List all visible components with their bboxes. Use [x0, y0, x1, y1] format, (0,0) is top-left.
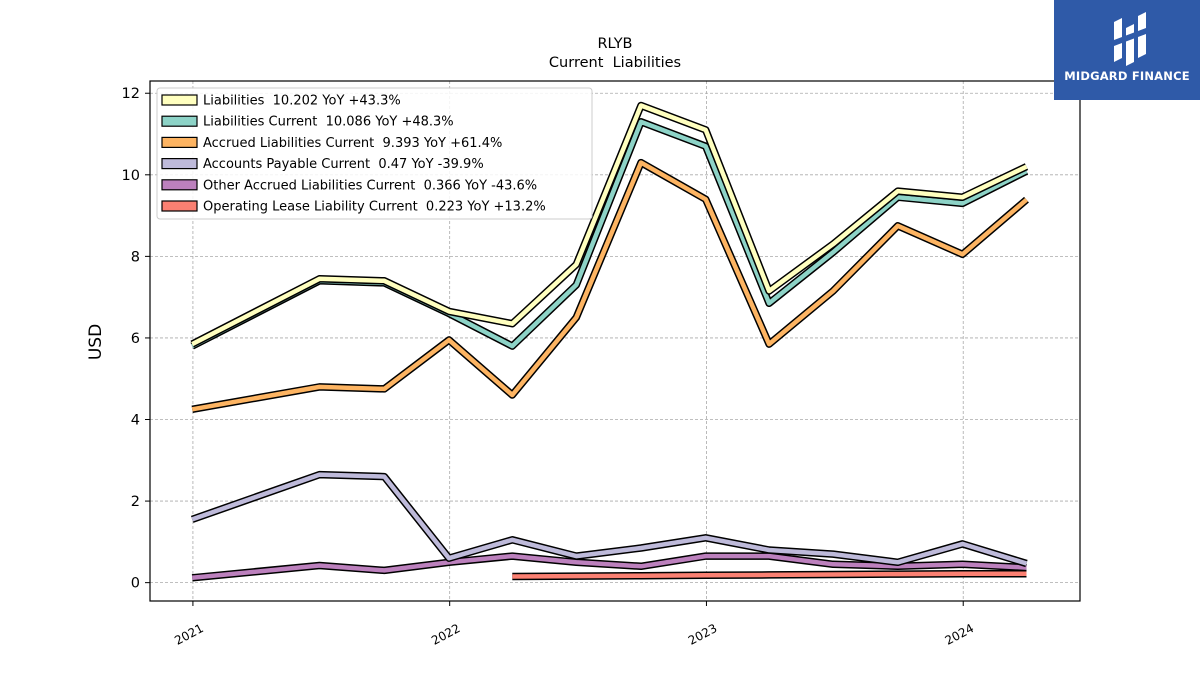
series-line-5 — [512, 571, 1027, 579]
y-tick-label: 10 — [122, 168, 140, 184]
midgard-finance-logo: MIDGARD FINANCE — [1054, 0, 1200, 100]
x-tick-label: 2021 — [172, 621, 206, 648]
legend-entry: Liabilities 10.202 YoY +43.3% — [203, 94, 401, 109]
x-tick-label: 2024 — [943, 621, 977, 648]
legend-swatch — [161, 94, 198, 106]
legend-entry: Operating Lease Liability Current 0.223 … — [203, 200, 546, 215]
series-line-2 — [191, 160, 1028, 412]
y-axis-label: USD — [86, 324, 106, 360]
legend-swatch — [161, 200, 198, 212]
legend-swatch — [161, 115, 198, 127]
y-tick-label: 12 — [122, 86, 140, 102]
plot-frame — [149, 80, 1081, 602]
x-tick-label: 2023 — [686, 621, 720, 648]
y-tick-label: 4 — [131, 413, 140, 429]
legend-entry: Liabilities Current 10.086 YoY +48.3% — [203, 115, 454, 130]
series-line-0 — [191, 103, 1028, 347]
chart-subtitle: Current Liabilities — [549, 55, 681, 71]
y-tick-label: 0 — [131, 576, 140, 592]
legend-entry: Other Accrued Liabilities Current 0.366 … — [203, 178, 537, 193]
legend-box — [156, 87, 593, 220]
legend-swatch — [161, 158, 198, 170]
x-tick-label: 2022 — [429, 621, 463, 648]
y-tick-label: 6 — [131, 331, 140, 347]
legend-swatch — [161, 136, 198, 148]
legend: Liabilities 10.202 YoY +43.3% Liabilities… — [156, 87, 593, 220]
logo-mark-icon — [1114, 12, 1146, 66]
series-lines — [190, 101, 1029, 582]
legend-swatch — [161, 179, 198, 191]
series-line-4 — [191, 553, 1027, 581]
series-line-3 — [191, 472, 1028, 566]
logo-text: MIDGARD FINANCE — [1064, 69, 1190, 83]
y-tick-label: 2 — [131, 494, 140, 510]
chart-title: RLYB — [597, 36, 632, 52]
y-tick-label: 8 — [131, 249, 140, 265]
legend-entry: Accounts Payable Current 0.47 YoY -39.9% — [203, 157, 484, 172]
legend-entry: Accrued Liabilities Current 9.393 YoY +6… — [203, 136, 502, 151]
